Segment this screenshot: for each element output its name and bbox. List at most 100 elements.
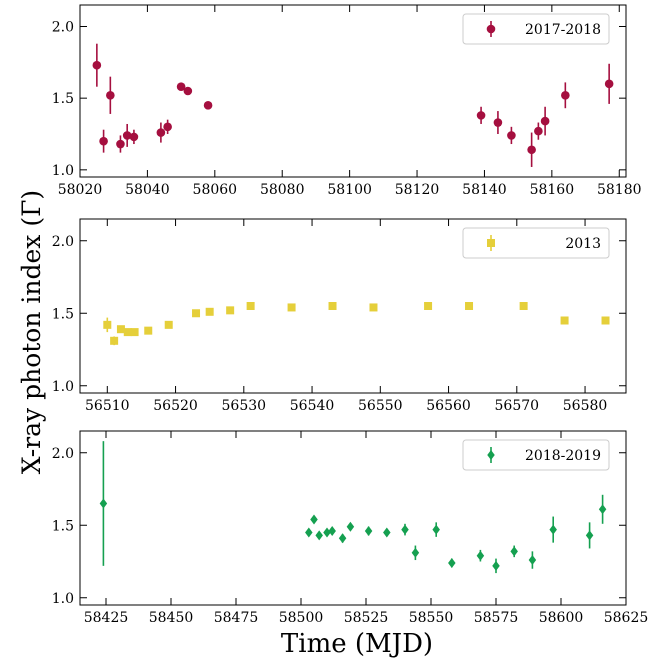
data-point — [476, 550, 485, 561]
data-point — [401, 524, 409, 535]
data-point — [328, 526, 336, 537]
x-axis-title: Time (MJD) — [281, 629, 433, 659]
x-tick-label: 58550 — [409, 610, 454, 626]
x-tick-label: 58625 — [604, 610, 649, 626]
data-point — [519, 302, 528, 310]
data-point — [116, 139, 125, 149]
y-tick-label: 2.0 — [52, 234, 74, 250]
data-point — [465, 302, 474, 310]
data-point — [99, 498, 108, 509]
data-point — [226, 306, 235, 315]
x-tick-label: 56570 — [495, 398, 540, 414]
data-point — [549, 524, 557, 535]
legend-label: 2017-2018 — [525, 22, 601, 38]
data-point — [560, 316, 569, 325]
y-tick-label: 1.5 — [52, 518, 74, 534]
x-tick-label: 58575 — [474, 610, 519, 626]
data-point — [323, 527, 331, 538]
data-point — [432, 524, 440, 535]
y-tick-label: 1.0 — [52, 591, 74, 607]
x-tick-label: 56520 — [153, 398, 198, 414]
legend-box — [462, 13, 610, 45]
x-tick-label: 58020 — [58, 182, 103, 198]
x-tick-label: 56560 — [426, 398, 471, 414]
legend-marker — [487, 239, 495, 247]
panel-2013: 56510 56520 56530 56540 56550 56560 56570 56580… — [52, 218, 627, 414]
data-point — [315, 530, 323, 541]
data-point — [192, 309, 201, 318]
data-point — [493, 118, 503, 127]
x-tick-label: 56530 — [222, 398, 267, 414]
x-tick-label: 58100 — [327, 182, 372, 198]
data-point — [527, 145, 536, 155]
y-axis-title: X-ray photon index (Γ) — [17, 190, 46, 474]
x-tick-label: 58120 — [395, 182, 440, 198]
x-tick-label: 58040 — [125, 182, 170, 198]
data-point — [598, 504, 607, 515]
legend-label: 2013 — [565, 236, 601, 252]
data-point — [246, 302, 255, 310]
data-point — [203, 101, 213, 110]
data-point — [310, 514, 318, 525]
x-tick-label: 58475 — [214, 610, 259, 626]
y-tick-label: 1.0 — [52, 379, 74, 395]
data-point — [585, 530, 594, 541]
data-point — [540, 116, 550, 126]
x-tick-label: 56540 — [290, 398, 335, 414]
data-point — [144, 326, 153, 335]
data-point — [305, 527, 313, 538]
data-point — [130, 328, 139, 337]
x-tick-label: 56550 — [358, 398, 403, 414]
legend-box — [462, 227, 610, 259]
data-point — [383, 527, 391, 538]
x-tick-label: 58425 — [84, 610, 129, 626]
x-tick-label: 56510 — [85, 398, 130, 414]
data-point — [561, 91, 570, 100]
x-tick-label: 58080 — [260, 182, 305, 198]
data-point — [164, 320, 173, 329]
x-tick-label: 58160 — [530, 182, 575, 198]
x-tick-label: 58450 — [149, 610, 194, 626]
data-point — [528, 555, 537, 566]
y-tick-label: 2.0 — [52, 20, 74, 36]
data-point — [604, 79, 614, 89]
y-tick-label: 1.5 — [52, 306, 74, 322]
data-point — [369, 303, 378, 312]
legend: 2013 — [462, 227, 610, 259]
legend: 2017-2018 — [462, 13, 610, 45]
data-point — [122, 131, 132, 140]
data-point — [510, 546, 518, 557]
x-tick-label: 58600 — [539, 610, 584, 626]
x-tick-label: 56580 — [563, 398, 608, 414]
data-point — [129, 132, 139, 142]
x-tick-label: 58140 — [462, 182, 507, 198]
data-point — [110, 336, 119, 345]
x-tick-label: 58180 — [597, 182, 642, 198]
data-point — [123, 328, 132, 337]
data-point — [534, 126, 543, 136]
data-point — [99, 136, 108, 146]
data-point — [346, 521, 355, 532]
legend-marker — [486, 24, 496, 34]
data-point — [476, 111, 486, 120]
legend-box — [462, 439, 610, 471]
data-point — [448, 557, 456, 568]
x-tick-label: 58500 — [279, 610, 324, 626]
x-tick-label: 58525 — [344, 610, 389, 626]
data-point — [492, 560, 500, 571]
panel-2017-2018: 58020 58040 58060 58080 58100 58120 58140 58160… — [52, 4, 642, 198]
data-point — [176, 82, 186, 91]
data-point — [205, 307, 214, 316]
data-point — [156, 128, 166, 137]
data-point — [364, 526, 373, 537]
data-point — [328, 302, 337, 310]
data-point — [106, 91, 115, 100]
legend-label: 2018-2019 — [525, 448, 601, 464]
data-point — [116, 325, 125, 334]
y-tick-label: 1.0 — [52, 163, 74, 179]
data-point — [338, 533, 347, 544]
legend-marker — [487, 450, 495, 460]
y-tick-label: 2.0 — [52, 446, 74, 462]
data-point — [411, 547, 420, 558]
